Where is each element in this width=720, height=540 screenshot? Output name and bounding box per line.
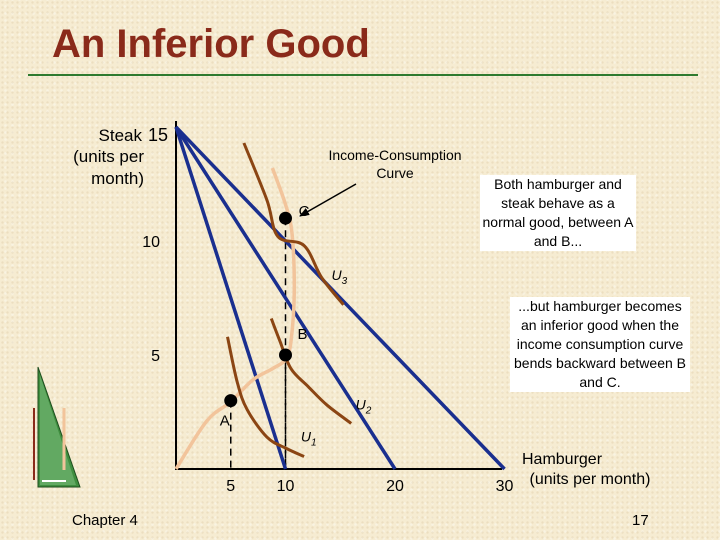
point-a [224,394,238,408]
budget-line-2 [174,126,397,470]
point-label-a: A [220,413,230,430]
point-label-b: B [298,326,308,343]
x-tick-20: 20 [386,478,404,495]
icc-label-line-2: Curve [376,165,414,181]
indifference-curve-u1 [226,336,305,458]
icc-label-line-1: Income-Consumption [328,147,461,163]
slide-title: An Inferior Good [52,22,370,66]
indifference-curve-u3 [242,142,345,306]
x-tick-10: 10 [277,478,295,495]
y-tick-5: 5 [151,348,160,365]
decorative-wedge [33,366,81,488]
x-axis-label-line-2: (units per month) [530,471,651,488]
budget-line-1 [174,126,288,470]
point-label-c: C [299,203,310,220]
y-tick-15: 15 [148,125,168,145]
curve-label-u3: U3 [331,267,347,287]
point-c [279,211,292,225]
inferior-good-note: ...but hamburger becomes an inferior goo… [510,297,690,392]
x-axis-label-line-1: Hamburger [522,451,603,468]
indifference-curve-u2 [269,317,353,425]
page-number: 17 [632,512,649,529]
x-tick-30: 30 [496,478,514,495]
y-axis-label-line-3: month) [91,169,144,188]
point-b [279,348,292,362]
y-axis-label-line-1: Steak [99,126,143,145]
title-underline [28,74,698,76]
normal-good-note: Both hamburger and steak behave as a nor… [480,175,636,251]
icc-pointer-arrow [299,183,357,217]
chapter-label: Chapter 4 [72,512,138,529]
y-axis-label-line-2: (units per [73,147,144,166]
income-consumption-curve [174,167,297,470]
x-tick-5: 5 [226,478,235,495]
y-tick-10: 10 [142,234,160,251]
curve-label-u1: U1 [301,429,317,449]
budget-line-3 [174,125,506,471]
